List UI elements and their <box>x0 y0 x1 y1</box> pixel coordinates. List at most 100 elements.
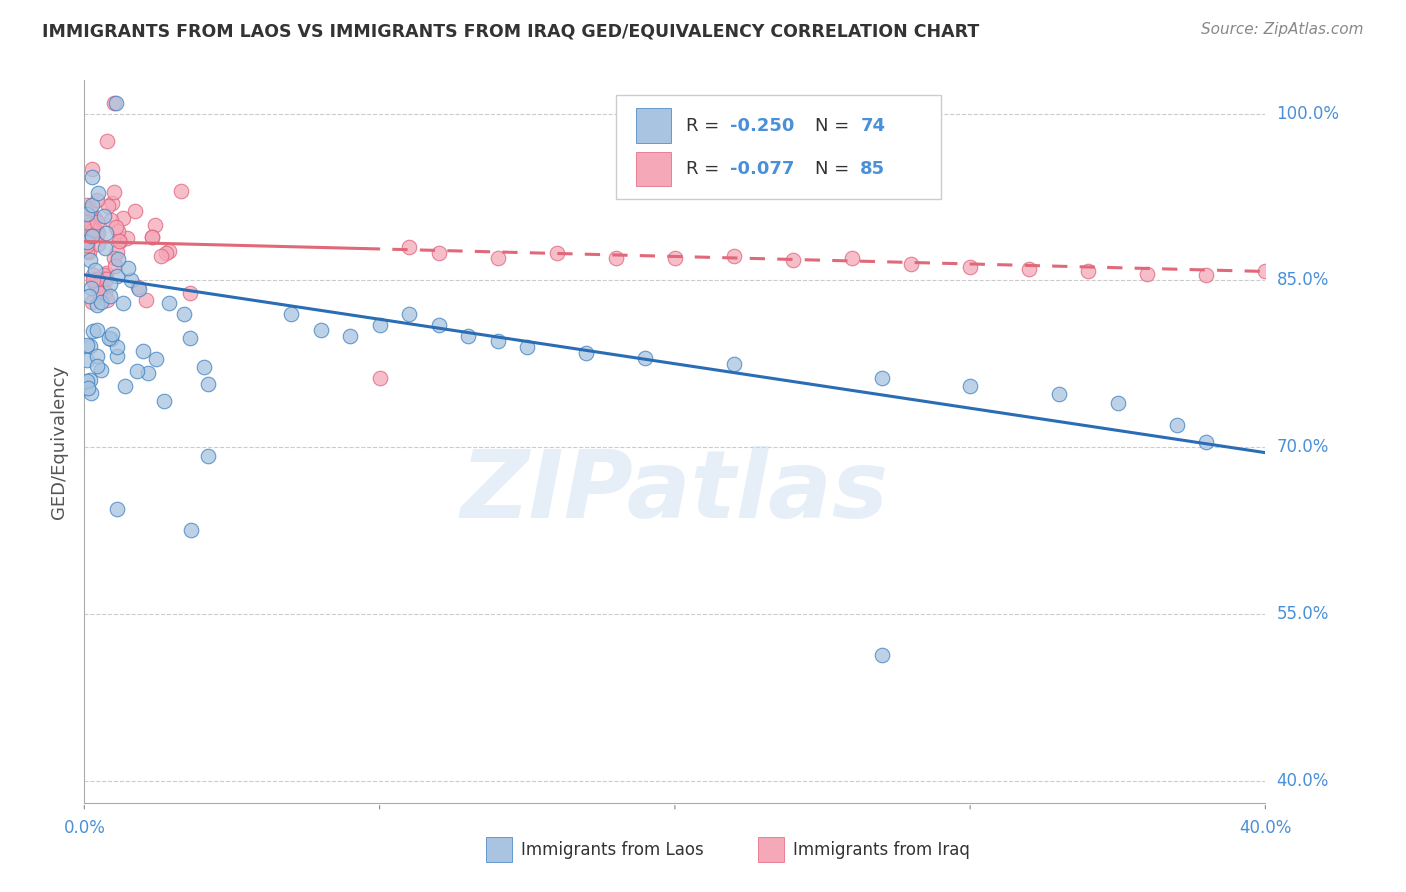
Text: 40.0%: 40.0% <box>1239 820 1292 838</box>
Point <box>89 294 111 309</box>
Point <box>79 217 101 231</box>
Point <box>97 330 120 344</box>
Text: 0.0%: 0.0% <box>63 820 105 838</box>
Point <box>1077 264 1099 278</box>
Point <box>105 219 128 234</box>
Point <box>398 307 420 321</box>
Point <box>197 376 219 391</box>
Point <box>86 359 108 373</box>
Point <box>80 386 103 401</box>
Point <box>86 226 108 240</box>
Point <box>339 329 361 343</box>
Point <box>1018 262 1040 277</box>
Point <box>634 351 657 366</box>
Point <box>86 226 108 240</box>
Point <box>117 261 139 276</box>
Point <box>94 241 117 255</box>
Point <box>105 349 128 363</box>
Point <box>76 197 98 211</box>
Point <box>398 240 420 254</box>
Point <box>1254 264 1277 278</box>
Point <box>368 371 391 385</box>
Point <box>82 222 104 236</box>
Point <box>1107 395 1129 409</box>
Text: 74: 74 <box>860 117 886 135</box>
Text: Source: ZipAtlas.com: Source: ZipAtlas.com <box>1201 22 1364 37</box>
Point <box>157 244 180 258</box>
Point <box>84 211 107 226</box>
Point <box>108 234 131 248</box>
Point <box>86 323 108 337</box>
Point <box>82 226 104 240</box>
Point <box>141 229 163 244</box>
Point <box>84 278 107 293</box>
Text: N =: N = <box>815 117 855 135</box>
Point <box>90 362 112 376</box>
Point <box>104 259 127 273</box>
Point <box>82 170 104 185</box>
Point <box>193 359 215 374</box>
Point <box>86 271 108 285</box>
Point <box>93 285 115 300</box>
Point <box>76 235 98 250</box>
Point <box>76 338 98 352</box>
Text: R =: R = <box>686 117 724 135</box>
Point <box>280 307 302 321</box>
Point <box>368 318 391 332</box>
Point <box>1047 386 1070 401</box>
Point <box>107 252 129 266</box>
Point <box>155 246 177 260</box>
Point <box>76 238 98 252</box>
Point <box>86 215 108 229</box>
Point <box>197 450 219 464</box>
Point <box>83 275 105 289</box>
Point <box>94 272 117 286</box>
Point <box>82 268 104 282</box>
Point <box>179 286 201 301</box>
Point <box>120 273 142 287</box>
Point <box>76 374 98 388</box>
Point <box>107 224 129 238</box>
Point <box>79 253 101 268</box>
Point <box>145 351 167 366</box>
Point <box>76 211 98 225</box>
Point <box>516 340 538 354</box>
Text: -0.077: -0.077 <box>730 161 794 178</box>
Point <box>135 293 157 307</box>
Point <box>82 218 104 232</box>
Point <box>105 95 128 110</box>
Point <box>309 323 332 337</box>
Point <box>96 134 118 148</box>
Point <box>427 245 450 260</box>
Point <box>98 277 121 291</box>
Point <box>80 295 103 310</box>
Point <box>101 327 124 342</box>
Point <box>77 381 100 395</box>
Point <box>959 379 981 393</box>
Point <box>101 195 124 210</box>
Point <box>79 202 101 217</box>
Point <box>83 220 105 235</box>
Text: 70.0%: 70.0% <box>1277 438 1329 456</box>
Text: R =: R = <box>686 161 724 178</box>
Point <box>141 229 163 244</box>
Point <box>94 266 117 280</box>
Point <box>959 260 981 274</box>
Point <box>1136 267 1159 281</box>
Point <box>80 198 103 212</box>
Point <box>98 289 121 303</box>
Point <box>76 244 98 258</box>
Point <box>111 295 134 310</box>
Point <box>575 345 598 359</box>
Point <box>486 251 509 265</box>
Point <box>114 378 136 392</box>
Point <box>86 297 108 311</box>
Point <box>76 204 98 219</box>
Point <box>77 245 100 260</box>
Text: Immigrants from Iraq: Immigrants from Iraq <box>793 841 970 859</box>
Point <box>105 244 128 259</box>
FancyBboxPatch shape <box>636 152 671 186</box>
Text: ZIPatlas: ZIPatlas <box>461 446 889 538</box>
Point <box>115 231 138 245</box>
Point <box>870 648 893 662</box>
